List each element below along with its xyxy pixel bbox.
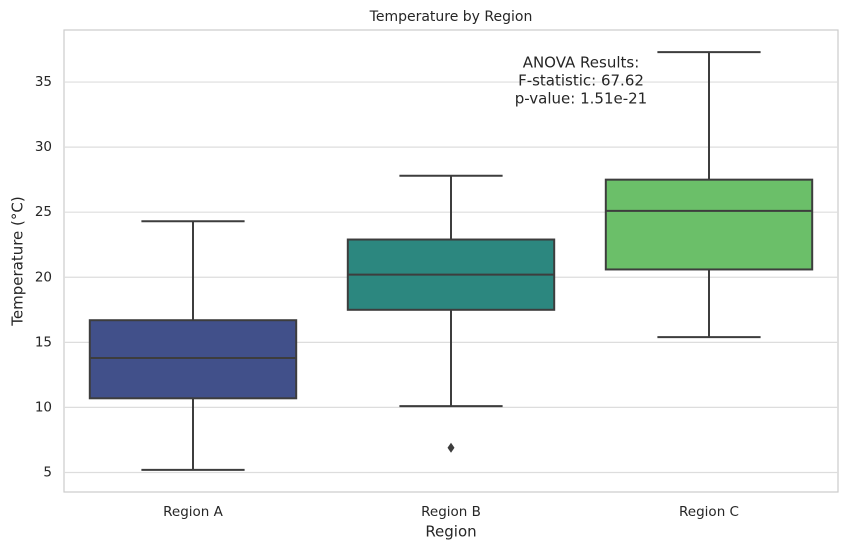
box <box>604 178 814 271</box>
y-axis-label: Temperature (°C) <box>9 196 27 326</box>
annotation: ANOVA Results:F-statistic: 67.62p-value:… <box>515 54 647 108</box>
y-tick-label: 15 <box>35 334 52 350</box>
y-tick-label: 10 <box>35 399 52 415</box>
y-tick-label: 20 <box>35 269 52 285</box>
box <box>88 319 298 400</box>
boxes <box>88 51 814 471</box>
x-tick-label: Region A <box>163 504 224 520</box>
annotation-line: F-statistic: 67.62 <box>518 72 644 90</box>
y-tick-label: 35 <box>35 74 52 90</box>
x-axis-label: Region <box>425 523 476 541</box>
annotation-line: ANOVA Results: <box>523 54 640 72</box>
x-tick-label: Region B <box>421 504 481 520</box>
outlier <box>447 442 455 453</box>
y-tick-label: 30 <box>35 139 52 155</box>
y-tick-label: 25 <box>35 204 52 220</box>
x-tick-label: Region C <box>679 504 739 520</box>
y-tick-label: 5 <box>43 464 52 480</box>
annotation-line: p-value: 1.51e-21 <box>515 90 647 108</box>
chart-title: Temperature by Region <box>369 9 533 25</box>
